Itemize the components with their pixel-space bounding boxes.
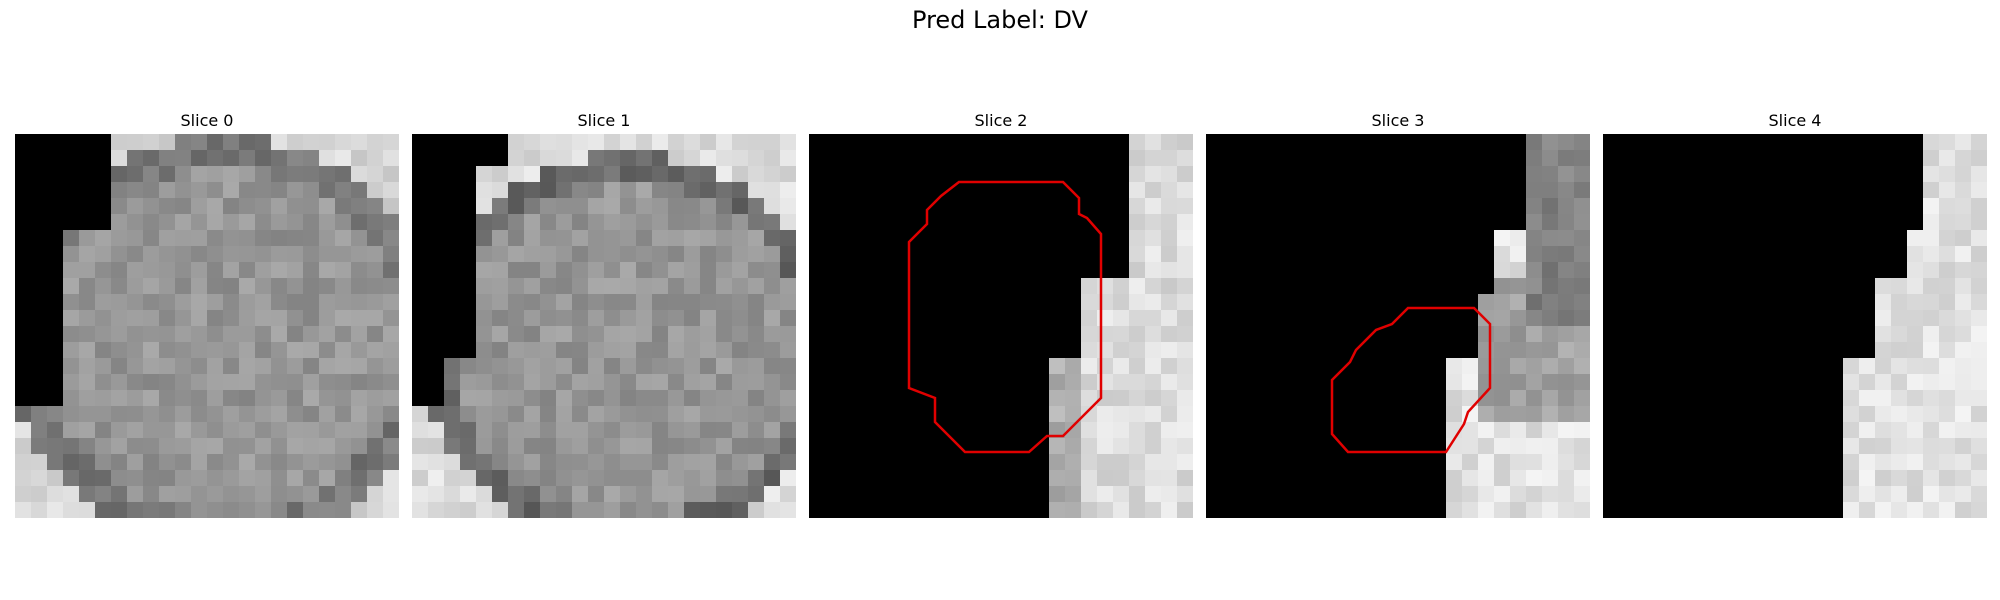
- slice-panel-4: Slice 4: [1603, 108, 1987, 518]
- segmentation-contour: [1330, 306, 1492, 454]
- slice-image: [15, 134, 399, 518]
- figure-title: Pred Label: DV: [912, 6, 1088, 34]
- slice-image: [1603, 134, 1987, 518]
- slice-panel-1: Slice 1: [412, 108, 796, 518]
- slice-panel-0: Slice 0: [15, 108, 399, 518]
- slice-image: [1206, 134, 1590, 518]
- segmentation-contour: [907, 180, 1103, 454]
- slice-image: [809, 134, 1193, 518]
- slice-image: [412, 134, 796, 518]
- slice-panel-2: Slice 2: [809, 108, 1193, 518]
- slice-title: Slice 1: [577, 111, 631, 130]
- slice-panel-3: Slice 3: [1206, 108, 1590, 518]
- slice-title: Slice 2: [974, 111, 1028, 130]
- slice-title: Slice 0: [180, 111, 234, 130]
- slice-title: Slice 4: [1768, 111, 1822, 130]
- slice-title: Slice 3: [1371, 111, 1425, 130]
